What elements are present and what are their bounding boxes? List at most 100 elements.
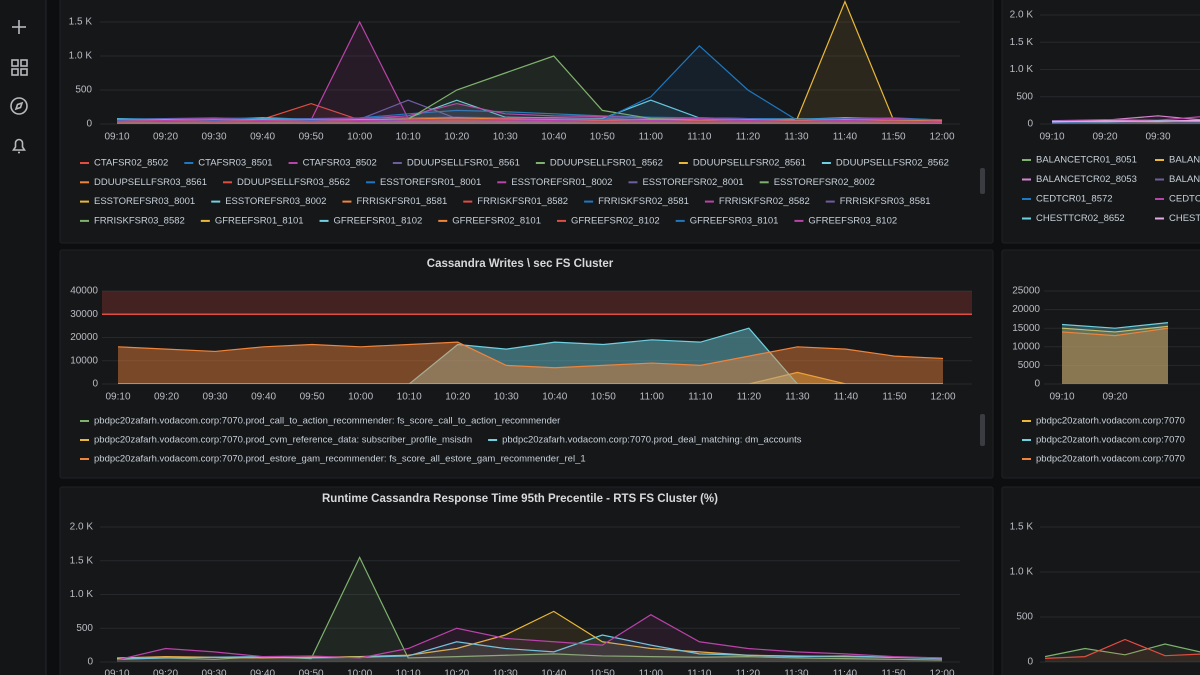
series-area: [117, 557, 943, 662]
legend-item[interactable]: ESSTOREFSR02_8002: [759, 177, 875, 188]
panel-title: Cassandra Writes \ sec FS Cluster: [427, 258, 614, 270]
legend-item[interactable]: CTAFSR02_8502: [80, 158, 168, 169]
x-tick-label: 10:50: [590, 132, 615, 143]
legend-item[interactable]: DDUUPSELLFSR02_8561: [678, 158, 806, 169]
y-tick-label: 0: [86, 119, 92, 130]
x-tick-label: 11:20: [736, 669, 761, 675]
plot-area: [1061, 322, 1169, 384]
legend-item[interactable]: DDUUPSELLFSR01_8561: [392, 158, 520, 169]
legend-label: DDUUPSELLFSR03_8562: [237, 177, 350, 188]
legend-item[interactable]: BALAN: [1155, 174, 1200, 185]
x-tick-label: 11:10: [687, 669, 712, 675]
legend-item[interactable]: CHESTTCR02_8652: [1022, 213, 1125, 224]
series-area: [117, 611, 943, 662]
y-tick-label: 1.0 K: [1010, 64, 1034, 75]
legend-item[interactable]: FRRISKFSR02_8581: [584, 196, 689, 207]
legend-item[interactable]: pbdpc20zatorh.vodacom.corp:7070: [1022, 435, 1185, 446]
y-tick-label: 15000: [1012, 323, 1040, 334]
series-area: [1062, 326, 1168, 384]
alerting-icon[interactable]: [12, 138, 26, 154]
x-tick-label: 11:20: [736, 132, 761, 143]
legend-item[interactable]: GFREEFSR01_8101: [200, 215, 304, 226]
legend-item[interactable]: GFREEFSR02_8102: [556, 215, 660, 226]
dashboards-icon[interactable]: [11, 59, 28, 76]
legend-item[interactable]: DDUUPSELLFSR03_8562: [223, 177, 350, 188]
legend-item[interactable]: pbdpc20zafarh.vodacom.corp:7070.prod_est…: [80, 454, 586, 465]
x-tick-label: 11:00: [640, 392, 665, 403]
legend-label: pbdpc20zafarh.vodacom.corp:7070.prod_est…: [94, 454, 586, 465]
legend-scrollbar[interactable]: [980, 168, 985, 194]
y-tick-label: 1.5 K: [69, 17, 93, 28]
legend-item[interactable]: pbdpc20zatorh.vodacom.corp:7070: [1022, 454, 1185, 465]
series-area: [117, 119, 943, 124]
add-icon[interactable]: [12, 20, 26, 34]
series-line: [1061, 322, 1169, 329]
legend-item[interactable]: FRRISKFSR03_8582: [80, 215, 185, 226]
legend-label: pbdpc20zatorh.vodacom.corp:7070: [1036, 435, 1185, 446]
plot-area: [116, 0, 943, 125]
legend-scrollbar[interactable]: [980, 414, 985, 446]
legend-item[interactable]: DDUUPSELLFSR03_8561: [80, 177, 207, 188]
legend-item[interactable]: ESSTOREFSR03_8001: [80, 196, 195, 207]
series-area: [117, 119, 943, 124]
legend-item[interactable]: pbdpc20zafarh.vodacom.corp:7070.prod_dea…: [488, 435, 802, 446]
legend-item[interactable]: GFREEFSR03_8102: [794, 215, 897, 226]
legend-item[interactable]: CTAFSR03_8501: [184, 158, 273, 169]
y-tick-label: 0: [1027, 119, 1033, 130]
legend-item[interactable]: CEDTCR02_: [1155, 194, 1200, 205]
legend-item[interactable]: CEDTCR01_8572: [1022, 194, 1113, 205]
legend-item[interactable]: FRRISKFSR03_8581: [825, 196, 931, 207]
legend-item[interactable]: FRRISKFSR02_8582: [704, 196, 810, 207]
series-area: [117, 119, 943, 124]
legend-item[interactable]: BALANCETCR01_8051: [1022, 155, 1137, 166]
x-tick-label: 09:50: [299, 132, 324, 143]
legend-item[interactable]: pbdpc20zafarh.vodacom.corp:7070.prod_cal…: [80, 416, 560, 427]
legend-label: GFREEFSR01_8102: [334, 215, 423, 226]
series-line: [1051, 119, 1200, 123]
legend-item[interactable]: DDUUPSELLFSR01_8562: [535, 158, 663, 169]
legend-label: ESSTOREFSR03_8002: [225, 196, 326, 207]
series-area: [117, 1, 943, 125]
x-tick-label: 09:10: [104, 132, 129, 143]
legend-item[interactable]: ESSTOREFSR01_8001: [366, 177, 481, 188]
legend-label: CTAFSR03_8502: [303, 158, 377, 169]
legend-label: CEDTCR02_: [1169, 194, 1200, 205]
legend-item[interactable]: GFREEFSR02_8101: [438, 215, 541, 226]
legend-item[interactable]: BALAN: [1155, 155, 1200, 166]
legend-label: DDUUPSELLFSR02_8561: [693, 158, 806, 169]
series-line: [1051, 116, 1200, 122]
series-line: [118, 327, 944, 384]
x-tick-label: 11:00: [639, 669, 664, 675]
legend-item[interactable]: CTAFSR03_8502: [288, 158, 377, 169]
legend-label: BALAN: [1169, 155, 1200, 166]
legend-item[interactable]: ESSTOREFSR01_8002: [497, 177, 612, 188]
legend-item[interactable]: DDUUPSELLFSR02_8562: [821, 158, 949, 169]
legend-item[interactable]: FRRISKFSR01_8582: [463, 196, 568, 207]
legend-item[interactable]: CHESTTC: [1155, 213, 1200, 224]
legend-item[interactable]: pbdpc20zatorh.vodacom.corp:7070: [1022, 416, 1185, 427]
x-tick-label: 10:00: [348, 392, 373, 403]
legend-label: ESSTOREFSR01_8002: [511, 177, 612, 188]
legend-label: DDUUPSELLFSR03_8561: [94, 177, 207, 188]
legend-label: GFREEFSR02_8101: [452, 215, 541, 226]
legend-item[interactable]: GFREEFSR03_8101: [675, 215, 779, 226]
x-tick-label: 09:40: [250, 669, 275, 675]
plot-area: [117, 327, 944, 384]
series-area: [1062, 328, 1168, 384]
x-tick-label: 11:50: [881, 669, 906, 675]
x-tick-label: 09:10: [104, 669, 129, 675]
legend-item[interactable]: FRRISKFSR01_8581: [342, 196, 447, 207]
legend-item[interactable]: GFREEFSR01_8102: [319, 215, 423, 226]
legend-item[interactable]: ESSTOREFSR02_8001: [628, 177, 744, 188]
explore-icon[interactable]: [10, 97, 28, 115]
panel-title: Runtime Cassandra Response Time 95th Pre…: [322, 493, 718, 505]
x-tick-label: 09:30: [202, 132, 227, 143]
legend-item[interactable]: BALANCETCR02_8053: [1022, 174, 1137, 185]
legend-item[interactable]: ESSTOREFSR03_8002: [211, 196, 326, 207]
legend-label: ESSTOREFSR02_8002: [774, 177, 875, 188]
legend-item[interactable]: pbdpc20zafarh.vodacom.corp:7070.prod_cvm…: [80, 435, 472, 446]
plot-area: [1044, 638, 1200, 662]
x-tick-label: 09:30: [202, 669, 227, 675]
legend-label: pbdpc20zafarh.vodacom.corp:7070.prod_cvm…: [94, 435, 472, 446]
y-tick-label: 5000: [1018, 360, 1041, 371]
